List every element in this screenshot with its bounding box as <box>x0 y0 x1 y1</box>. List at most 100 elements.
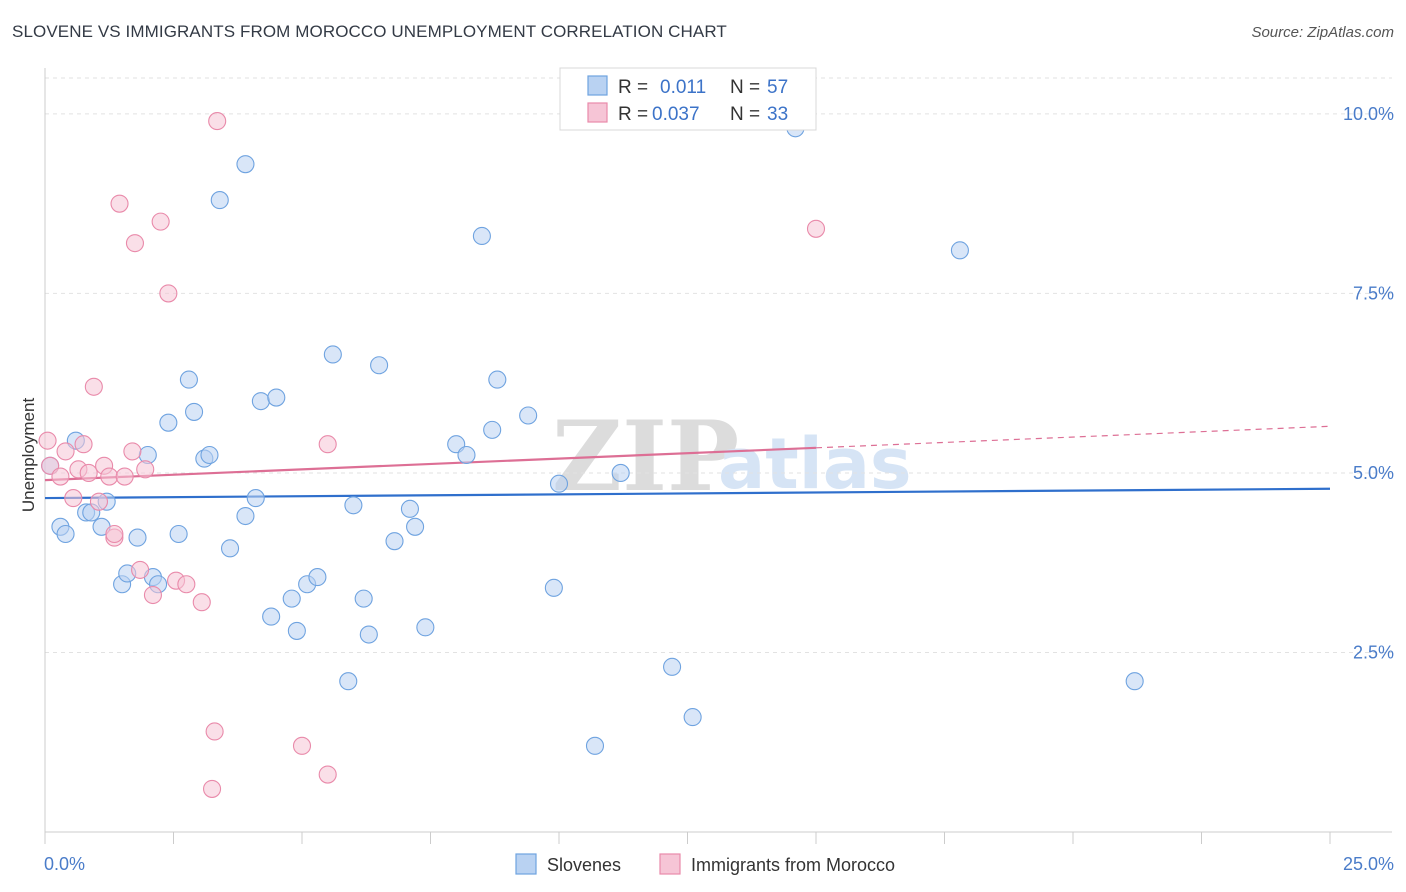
bottom-legend-swatch-slovenes <box>515 853 537 875</box>
bottom-legend-morocco: Immigrants from Morocco <box>691 855 895 875</box>
slovenes-point-49 <box>549 474 569 493</box>
slovenes-point-39 <box>400 499 419 518</box>
slovenes-point-53 <box>683 708 702 727</box>
morocco-point-24 <box>192 593 211 612</box>
slovenes-point-37 <box>370 356 389 375</box>
watermark-zip: ZIP <box>552 400 739 513</box>
slovenes-point-35 <box>354 589 373 608</box>
slovenes-point-25 <box>251 392 270 411</box>
slovenes-point-27 <box>267 388 286 407</box>
y-axis-label: Unemployment <box>19 398 38 513</box>
morocco-point-4 <box>64 489 83 508</box>
morocco-point-29 <box>318 765 337 784</box>
slovenes-point-24 <box>246 489 265 508</box>
slovenes-point-51 <box>611 463 630 483</box>
slovenes-point-50 <box>585 736 605 755</box>
slovenes-point-21 <box>220 539 240 558</box>
legend-n-value-2: 33 <box>767 104 788 125</box>
bottom-legend-swatch-morocco <box>659 853 681 875</box>
morocco-point-16 <box>125 234 144 253</box>
slovenes-point-36 <box>359 625 378 644</box>
data-points <box>38 112 1144 798</box>
morocco-point-30 <box>318 435 337 454</box>
slovenes-point-32 <box>323 345 342 364</box>
trend-line-extension-1 <box>815 425 1331 449</box>
slovenes-point-47 <box>519 406 538 425</box>
slovenes-point-28 <box>282 589 301 608</box>
morocco-point-8 <box>84 377 103 396</box>
legend-r-value-1: 0.011 <box>660 77 706 98</box>
morocco-point-32 <box>105 524 124 544</box>
slovenes-point-26 <box>262 607 281 626</box>
slovenes-point-41 <box>416 618 435 637</box>
morocco-point-2 <box>51 467 70 486</box>
legend-swatch-slovenes <box>587 75 608 96</box>
morocco-point-3 <box>56 442 75 461</box>
legend-swatch-morocco <box>587 102 608 123</box>
bottom-legend-slovenes: Slovenes <box>547 855 621 875</box>
slovenes-point-19 <box>200 445 219 465</box>
morocco-point-13 <box>110 194 129 213</box>
morocco-point-6 <box>74 435 93 454</box>
slovenes-point-45 <box>483 420 502 439</box>
morocco-point-11 <box>100 467 119 486</box>
slovenes-point-33 <box>339 672 358 691</box>
x-tick-max: 25.0% <box>1343 854 1394 874</box>
legend-r-label-2: R = <box>618 104 648 125</box>
slovenes-point-23 <box>236 155 255 174</box>
trend-line-1 <box>44 446 817 482</box>
y-tick-label-3: 10.0% <box>1343 104 1394 124</box>
slovenes-point-44 <box>472 226 491 246</box>
slovenes-point-17 <box>185 402 204 421</box>
slovenes-point-16 <box>179 370 198 389</box>
slovenes-point-15 <box>169 524 188 544</box>
slovenes-point-52 <box>663 657 682 676</box>
morocco-point-23 <box>177 575 196 594</box>
legend-n-label-1: N = <box>730 77 760 98</box>
legend-box: R = 0.011 N = 57 R = 0.037 N = 33 <box>559 67 817 131</box>
morocco-point-31 <box>806 219 826 238</box>
slovenes-point-31 <box>308 568 327 587</box>
y-tick-label-1: 5.0% <box>1353 463 1394 483</box>
morocco-point-0 <box>38 431 57 450</box>
slovenes-point-38 <box>385 532 404 551</box>
morocco-point-9 <box>89 492 109 511</box>
morocco-point-15 <box>123 442 142 461</box>
morocco-point-26 <box>205 722 224 741</box>
slovenes-point-55 <box>950 241 969 260</box>
slovenes-point-29 <box>287 621 306 640</box>
slovenes-point-40 <box>406 517 425 536</box>
slovenes-point-46 <box>488 370 507 389</box>
axes: 2.5% 5.0% 7.5% 10.0% <box>44 68 1394 844</box>
slovenes-point-43 <box>457 445 476 465</box>
slovenes-point-56 <box>1125 672 1144 691</box>
legend-r-label-1: R = <box>618 77 648 98</box>
morocco-point-21 <box>159 284 178 303</box>
legend-r-value-2: 0.037 <box>652 104 700 125</box>
source-label: Source: ZipAtlas.com <box>1251 24 1394 41</box>
slovenes-point-14 <box>159 413 178 432</box>
legend-n-label-2: N = <box>730 104 760 125</box>
morocco-point-25 <box>203 779 222 798</box>
slovenes-point-10 <box>128 528 147 547</box>
slovenes-point-22 <box>236 506 255 526</box>
legend-n-value-1: 57 <box>767 77 788 98</box>
slovenes-point-2 <box>56 524 75 544</box>
morocco-point-17 <box>131 560 150 579</box>
slovenes-point-34 <box>344 496 363 515</box>
x-tick-min: 0.0% <box>44 854 85 874</box>
slovenes-point-20 <box>210 191 229 210</box>
morocco-point-14 <box>115 467 134 486</box>
slovenes-point-48 <box>544 578 563 597</box>
morocco-point-19 <box>143 585 162 605</box>
morocco-point-7 <box>79 463 98 483</box>
y-tick-label-0: 2.5% <box>1353 642 1394 662</box>
morocco-point-20 <box>151 212 170 231</box>
morocco-point-28 <box>292 736 312 755</box>
morocco-point-27 <box>208 112 227 131</box>
y-tick-label-2: 7.5% <box>1353 283 1394 303</box>
bottom-legend: Slovenes Immigrants from Morocco <box>515 853 895 875</box>
chart-title: SLOVENE VS IMMIGRANTS FROM MOROCCO UNEMP… <box>12 22 727 41</box>
morocco-point-18 <box>136 460 155 479</box>
